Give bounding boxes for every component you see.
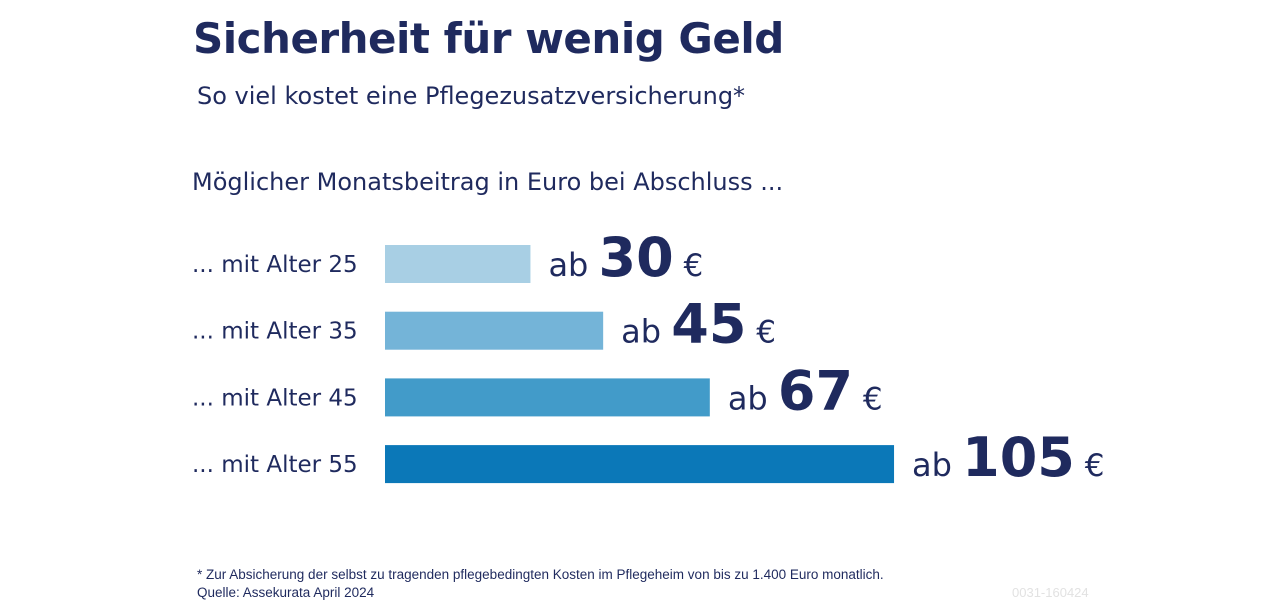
- data-label-unit: €: [853, 381, 883, 417]
- bar: [385, 378, 710, 417]
- data-label-prefix: ab: [548, 246, 598, 284]
- footnote: * Zur Absicherung der selbst zu tragende…: [197, 567, 884, 582]
- category-label: ... mit Alter 45: [192, 385, 358, 411]
- data-label-unit: €: [746, 315, 776, 351]
- chart-caption: Möglicher Monatsbeitrag in Euro bei Absc…: [192, 168, 784, 196]
- category-label: ... mit Alter 35: [192, 319, 358, 345]
- data-label-value: 67: [778, 359, 853, 422]
- bar: [385, 245, 531, 283]
- data-label-unit: €: [1075, 448, 1105, 484]
- data-label-unit: €: [674, 248, 704, 284]
- category-label: ... mit Alter 55: [192, 452, 358, 478]
- bar: [385, 311, 604, 350]
- data-label-value: 30: [599, 226, 674, 289]
- data-label-value: 105: [962, 426, 1075, 489]
- data-label-value: 45: [671, 293, 746, 356]
- data-label: ab 30 €: [548, 226, 703, 289]
- category-label: ... mit Alter 25: [192, 252, 358, 278]
- source-note: Quelle: Assekurata April 2024: [197, 585, 375, 600]
- data-label: ab 67 €: [728, 359, 883, 422]
- data-label-prefix: ab: [912, 446, 962, 484]
- chart-subtitle: So viel kostet eine Pflegezusatzversiche…: [197, 82, 746, 110]
- chart-title: Sicherheit für wenig Geld: [193, 14, 784, 63]
- data-label: ab 105 €: [912, 426, 1104, 489]
- data-label-prefix: ab: [621, 313, 671, 351]
- bar: [385, 445, 895, 484]
- data-label: ab 45 €: [621, 293, 776, 356]
- data-label-prefix: ab: [728, 379, 778, 417]
- graphic-id: 0031-160424: [1012, 585, 1089, 600]
